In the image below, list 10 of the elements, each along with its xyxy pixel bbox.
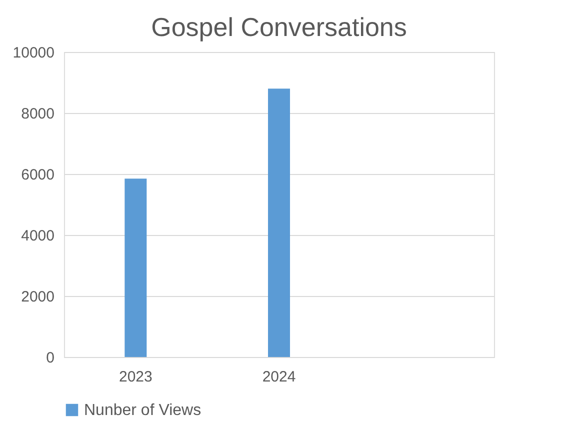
y-tick-label: 6000 bbox=[21, 166, 54, 184]
y-tick-label: 4000 bbox=[21, 228, 54, 244]
y-tick-label: 0 bbox=[46, 350, 54, 366]
y-tick-label: 8000 bbox=[21, 106, 54, 122]
y-tick-label: 10000 bbox=[12, 44, 54, 62]
legend-label: Nunber of Views bbox=[84, 402, 202, 419]
y-tick-label: 2000 bbox=[21, 288, 54, 306]
x-tick-label: 2023 bbox=[118, 368, 152, 386]
x-tick-label: 2024 bbox=[262, 368, 296, 386]
chart-title: Gospel Conversations bbox=[151, 12, 407, 42]
